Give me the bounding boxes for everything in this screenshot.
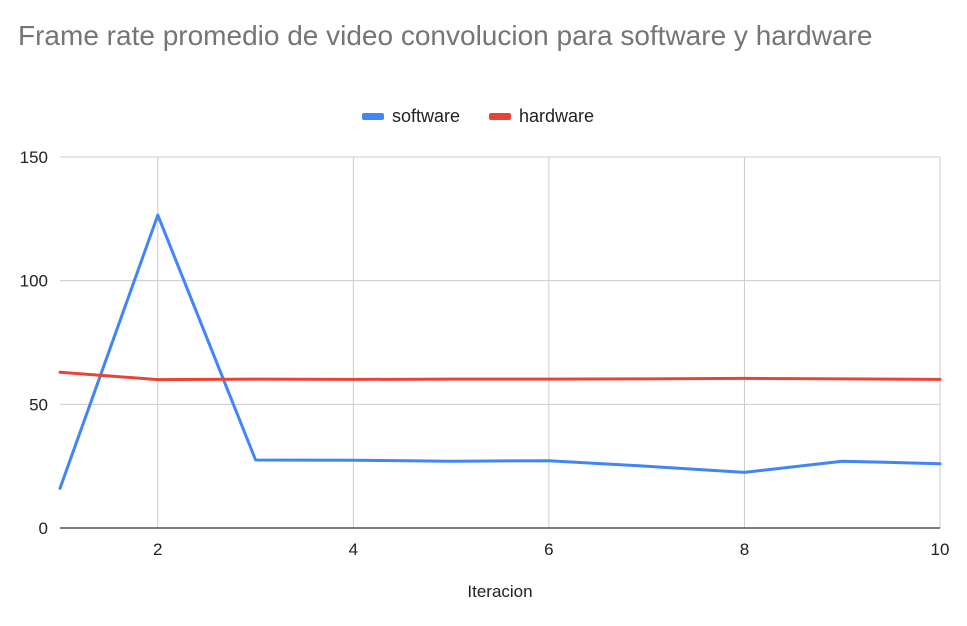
series-line-hardware: [58, 370, 942, 382]
x-axis-label: Iteracion: [467, 582, 533, 601]
legend-label-software: software: [392, 106, 461, 126]
x-tick-label: 10: [931, 540, 950, 559]
y-tick-label: 0: [39, 519, 48, 538]
x-tick-label: 6: [544, 540, 553, 559]
legend-label-hardware: hardware: [519, 106, 595, 126]
x-tick-label: 8: [740, 540, 749, 559]
legend-swatch-hardware: [489, 113, 511, 120]
legend: software hardware: [0, 104, 967, 128]
series-line-software: [58, 213, 942, 490]
y-tick-label: 100: [20, 272, 48, 291]
chart-title: Frame rate promedio de video convolucion…: [18, 20, 873, 51]
y-tick-label: 50: [29, 395, 48, 414]
y-tick-label: 150: [20, 148, 48, 167]
x-tick-label: 4: [349, 540, 358, 559]
x-tick-label: 2: [153, 540, 162, 559]
legend-swatch-software: [362, 113, 384, 120]
